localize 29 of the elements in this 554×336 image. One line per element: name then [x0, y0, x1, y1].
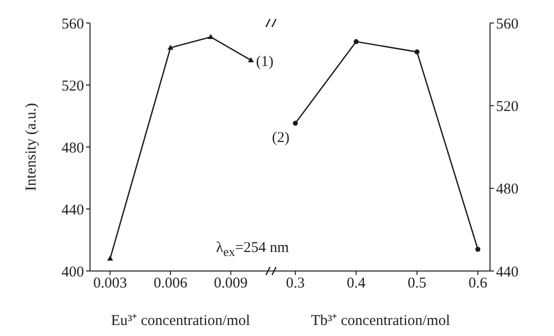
x-tick-label: 0.3: [286, 276, 305, 292]
y2-tick-label: 560: [496, 16, 518, 32]
y-tick-label: 560: [62, 16, 84, 32]
point: [414, 49, 420, 54]
annotation: (2): [272, 130, 290, 147]
point: [292, 120, 298, 126]
x-tick-label: 0.5: [408, 276, 426, 292]
point: [107, 256, 114, 261]
point: [167, 44, 174, 50]
x-tick-label: 0.4: [346, 276, 366, 292]
y2-tick-label: 520: [496, 98, 518, 115]
point: [475, 246, 480, 252]
y-tick-label: 400: [62, 264, 84, 280]
annotation: (1): [256, 54, 274, 71]
point: [354, 39, 359, 44]
y-tick-label: 480: [62, 140, 84, 156]
y2-tick-label: 480: [496, 182, 518, 198]
y2-tick-label: 440: [496, 264, 518, 280]
x-tick-label: 0.006: [154, 276, 188, 292]
y-tick-label: 520: [62, 78, 84, 94]
annotation: λ$_{ex}$=254 nm: [216, 240, 289, 260]
point: [248, 57, 254, 62]
x-tick-label: 0.6: [468, 276, 488, 292]
x-tick-label: 0.009: [214, 276, 248, 292]
x-axis-title: Eu³⁺ concentration/mol: [110, 313, 250, 329]
x-tick-label: 0.003: [93, 276, 127, 292]
x-axis-title: Tb³⁺ concentration/mol: [310, 313, 450, 329]
y-axis-title: Intensity (a.u.): [23, 103, 40, 191]
y-tick-label: 440: [62, 202, 84, 218]
